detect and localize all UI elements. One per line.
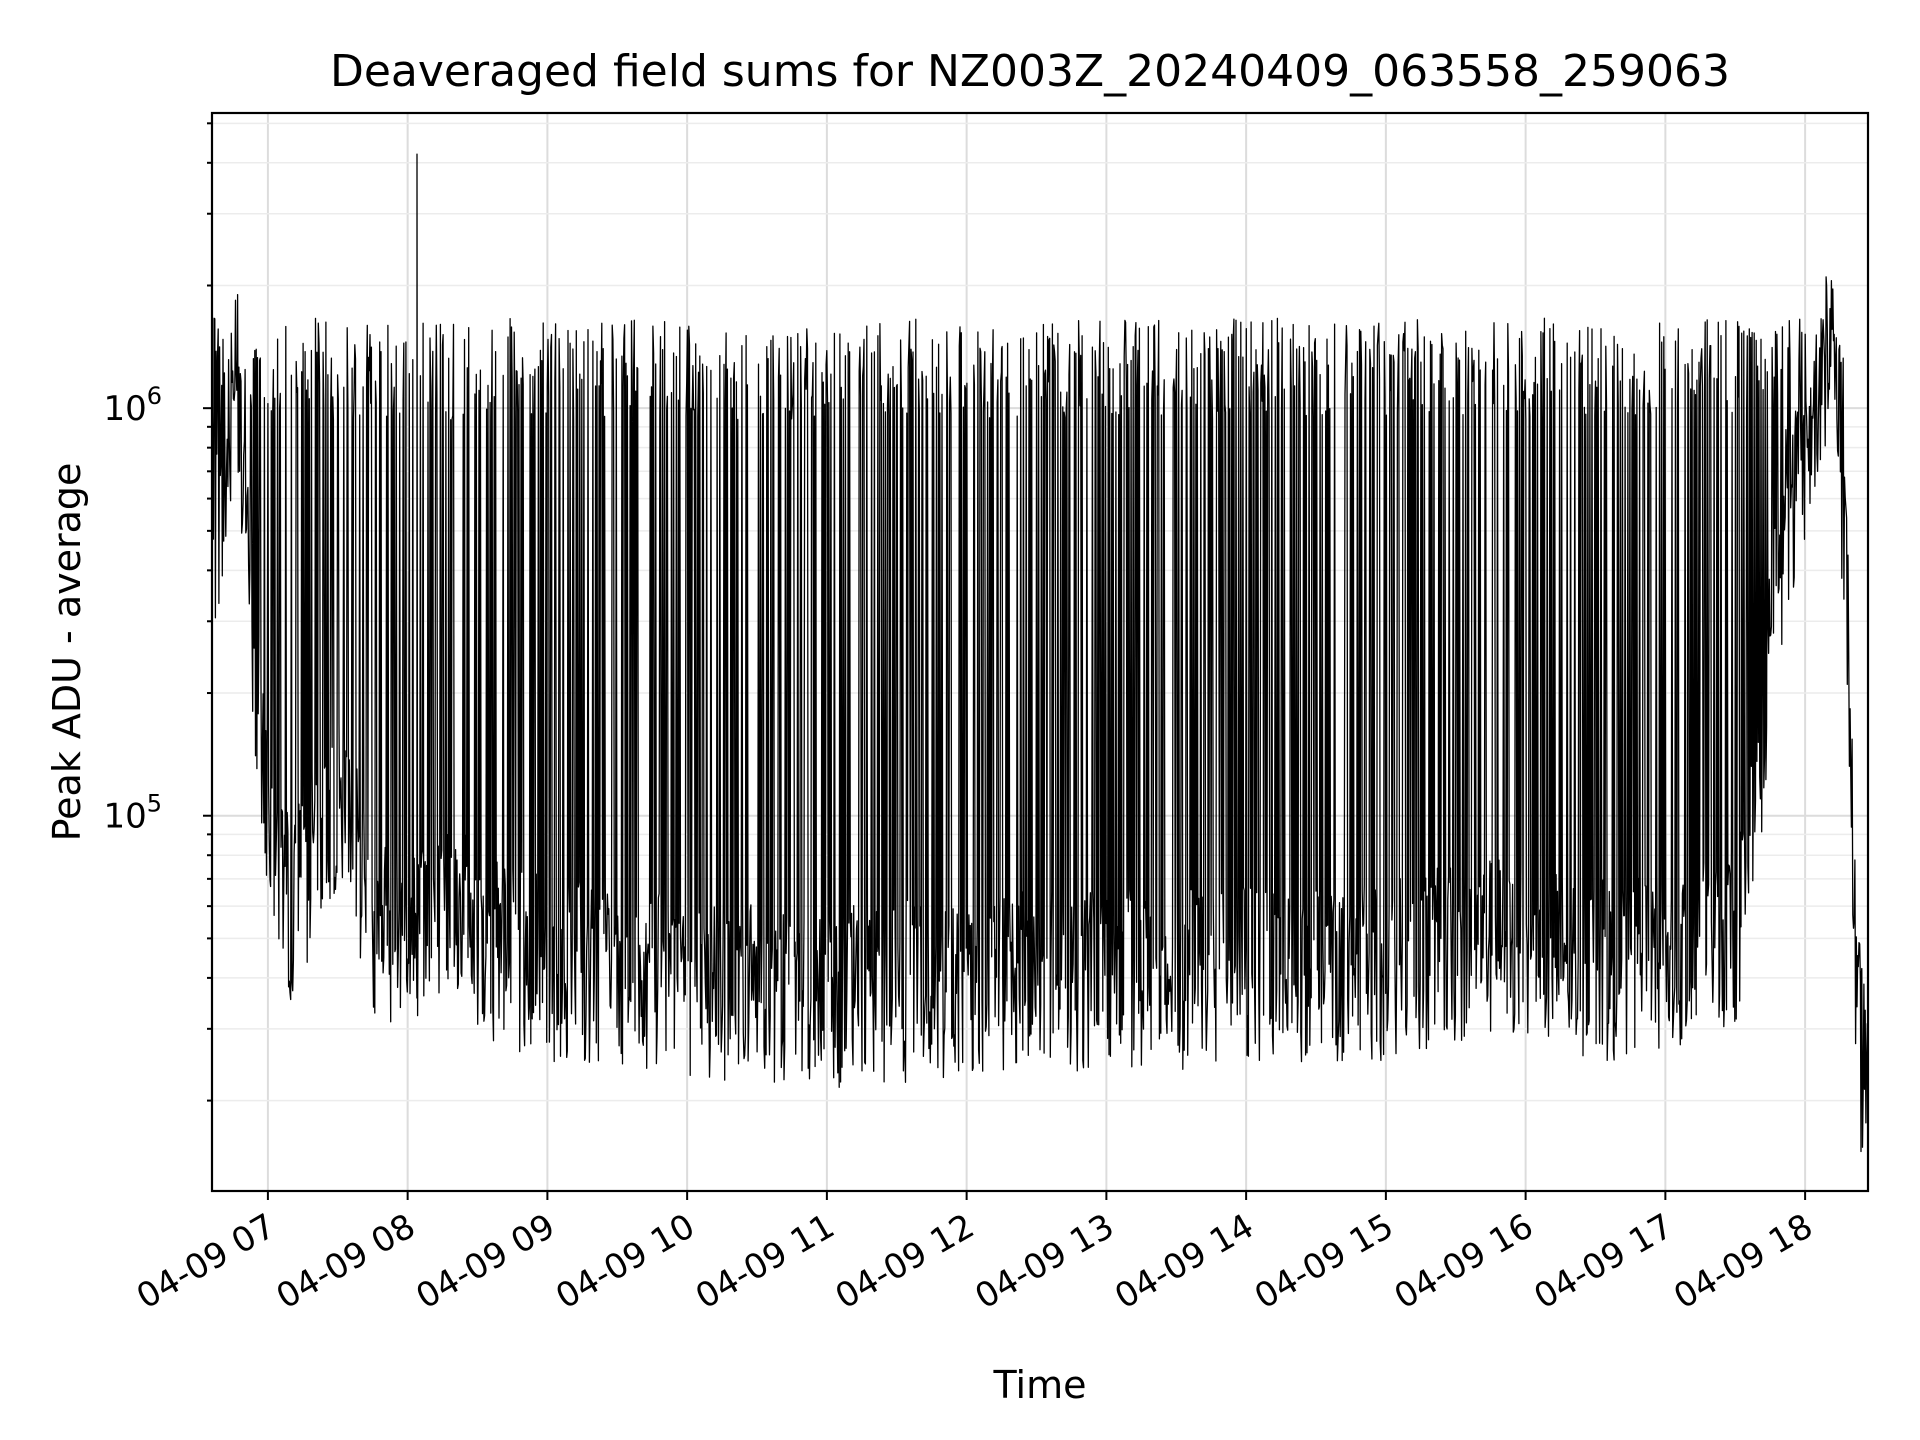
x-tick-label: 04-09 15 (1248, 1206, 1400, 1317)
x-tick-label: 04-09 17 (1527, 1206, 1679, 1317)
x-tick-label: 04-09 12 (829, 1206, 981, 1317)
plot-area (211, 153, 1869, 1153)
x-tick-label: 04-09 07 (130, 1206, 282, 1317)
y-tick-label: 106 (103, 382, 162, 429)
series-line (211, 153, 1869, 1153)
x-tick-label: 04-09 18 (1667, 1206, 1819, 1317)
x-tick-label: 04-09 13 (968, 1206, 1120, 1317)
x-tick-label: 04-09 11 (689, 1206, 841, 1317)
x-axis-label: Time (993, 1363, 1087, 1407)
x-tick-label: 04-09 16 (1388, 1206, 1540, 1317)
chart-title: Deaveraged field sums for NZ003Z_2024040… (330, 46, 1730, 97)
x-tick-label: 04-09 14 (1108, 1206, 1260, 1317)
y-axis: 105 106 (103, 122, 212, 1102)
y-axis-label: Peak ADU - average (45, 463, 89, 842)
plot-frame (210, 111, 1870, 1193)
x-tick-label: 04-09 09 (409, 1206, 561, 1317)
y-tick-label: 105 (103, 790, 162, 837)
x-tick-label: 04-09 10 (549, 1206, 701, 1317)
x-tick-label: 04-09 08 (270, 1206, 422, 1317)
